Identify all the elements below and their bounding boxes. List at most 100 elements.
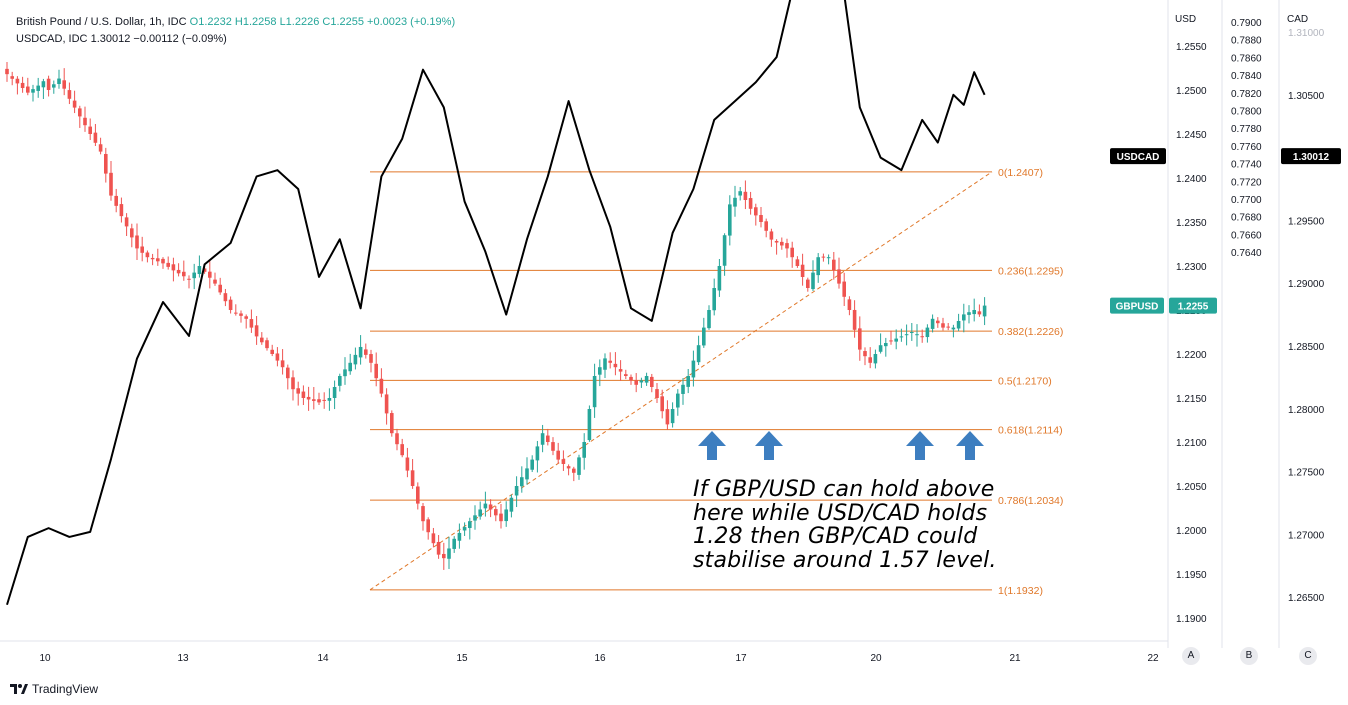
- candle-body: [925, 327, 930, 338]
- gbpusd-low: L1.2226: [279, 16, 320, 28]
- fib-level-label: 0(1.2407): [998, 167, 1043, 179]
- candle-body: [941, 323, 945, 328]
- cad-tick-label: 1.27000: [1288, 530, 1325, 541]
- candle-body: [202, 268, 207, 272]
- candle-body: [520, 477, 524, 487]
- candle-body: [847, 299, 852, 310]
- candle-body: [280, 360, 285, 368]
- candle-body: [124, 217, 129, 227]
- candle-body: [629, 376, 633, 381]
- candle-body: [868, 357, 872, 363]
- usdcad-title: USDCAD, IDC: [16, 33, 88, 45]
- candle-body: [738, 191, 742, 196]
- candle-body: [551, 442, 555, 451]
- candle-body: [655, 389, 659, 398]
- candle-body: [639, 380, 644, 383]
- usdcad-legend: USDCAD, IDC 1.30012 −0.00112 (−0.09%): [16, 32, 227, 46]
- candle-body: [20, 82, 25, 89]
- candle-body: [57, 78, 61, 85]
- candle-body: [733, 197, 737, 207]
- usd-tick-label: 1.2550: [1176, 42, 1207, 53]
- usd-tick-label: 1.2300: [1176, 262, 1207, 273]
- candle-body: [982, 305, 987, 317]
- candle-body: [390, 413, 394, 434]
- candle-body: [514, 486, 519, 496]
- usd-tick-label: 1.2450: [1176, 130, 1207, 141]
- x-tick-label: 17: [735, 653, 747, 664]
- candle-body: [759, 215, 763, 222]
- candle-body: [811, 272, 815, 290]
- x-tick-label: 22: [1147, 653, 1159, 664]
- candle-body: [234, 312, 238, 314]
- candle-body: [525, 468, 529, 480]
- candle-body: [338, 376, 342, 386]
- candle-body: [816, 257, 820, 276]
- candle-body: [275, 353, 280, 361]
- candle-body: [457, 532, 462, 541]
- up-arrow-icon: [906, 431, 934, 460]
- cad-tick-label: 1.31000: [1288, 28, 1325, 39]
- candle-body: [353, 354, 358, 365]
- candle-body: [873, 354, 878, 364]
- candle-body: [166, 262, 170, 267]
- candle-body: [681, 384, 685, 394]
- candle-body: [478, 509, 482, 517]
- mid-tick-label: 0.7640: [1231, 248, 1262, 259]
- candle-body: [790, 247, 794, 258]
- candle-body: [852, 309, 857, 330]
- candle-body: [187, 278, 191, 280]
- mid-tick-label: 0.7760: [1231, 142, 1262, 153]
- candle-body: [951, 327, 956, 330]
- candle-body: [462, 527, 467, 531]
- candle-body: [239, 313, 243, 316]
- scale-button-c[interactable]: C: [1299, 647, 1317, 665]
- candle-body: [473, 515, 477, 521]
- usd-tick-label: 1.2500: [1176, 86, 1207, 97]
- candle-body: [863, 351, 867, 357]
- candle-body: [920, 336, 924, 338]
- candle-body: [488, 504, 493, 510]
- candle-body: [291, 377, 295, 390]
- candle-body: [36, 85, 40, 91]
- candle-body: [104, 153, 108, 174]
- scale-button-b[interactable]: B: [1240, 647, 1258, 665]
- candle-body: [426, 519, 430, 533]
- candle-body: [826, 257, 831, 259]
- candle-body: [795, 259, 800, 266]
- scale-button-a[interactable]: A: [1182, 647, 1200, 665]
- candle-body: [41, 81, 46, 88]
- candle-body: [468, 521, 472, 529]
- x-tick-label: 16: [594, 653, 606, 664]
- candle-body: [452, 538, 456, 549]
- candle-body: [31, 89, 35, 93]
- candle-body: [286, 367, 290, 379]
- gbpusd-change: +0.0023 (+0.19%): [367, 16, 456, 28]
- x-tick-label: 13: [177, 653, 189, 664]
- candle-body: [244, 316, 248, 319]
- up-arrow-shape: [906, 431, 934, 460]
- usd-tick-label: 1.2100: [1176, 438, 1207, 449]
- candle-body: [369, 354, 373, 363]
- cad-tick-label: 1.27500: [1288, 468, 1325, 479]
- candle-body: [665, 409, 670, 425]
- candle-body: [72, 100, 77, 108]
- tradingview-logo[interactable]: TradingView: [10, 682, 98, 696]
- candle-body: [182, 271, 186, 277]
- candle-body: [400, 444, 404, 456]
- gbpusd-value-badge: [1169, 297, 1217, 314]
- candle-body: [904, 334, 909, 336]
- up-arrow-shape: [698, 431, 726, 460]
- candle-body: [722, 235, 727, 266]
- cad-axis-title: CAD: [1287, 14, 1308, 25]
- candle-body: [156, 258, 160, 262]
- candle-body: [650, 376, 654, 387]
- candle-body: [743, 191, 748, 200]
- candle-body: [821, 256, 826, 258]
- usdcad-name-badge-text: USDCAD: [1117, 152, 1160, 163]
- candle-body: [5, 68, 9, 75]
- candle-body: [67, 90, 72, 99]
- mid-tick-label: 0.7840: [1231, 71, 1262, 82]
- mid-tick-label: 0.7800: [1231, 107, 1262, 118]
- up-arrow-icon: [755, 431, 783, 460]
